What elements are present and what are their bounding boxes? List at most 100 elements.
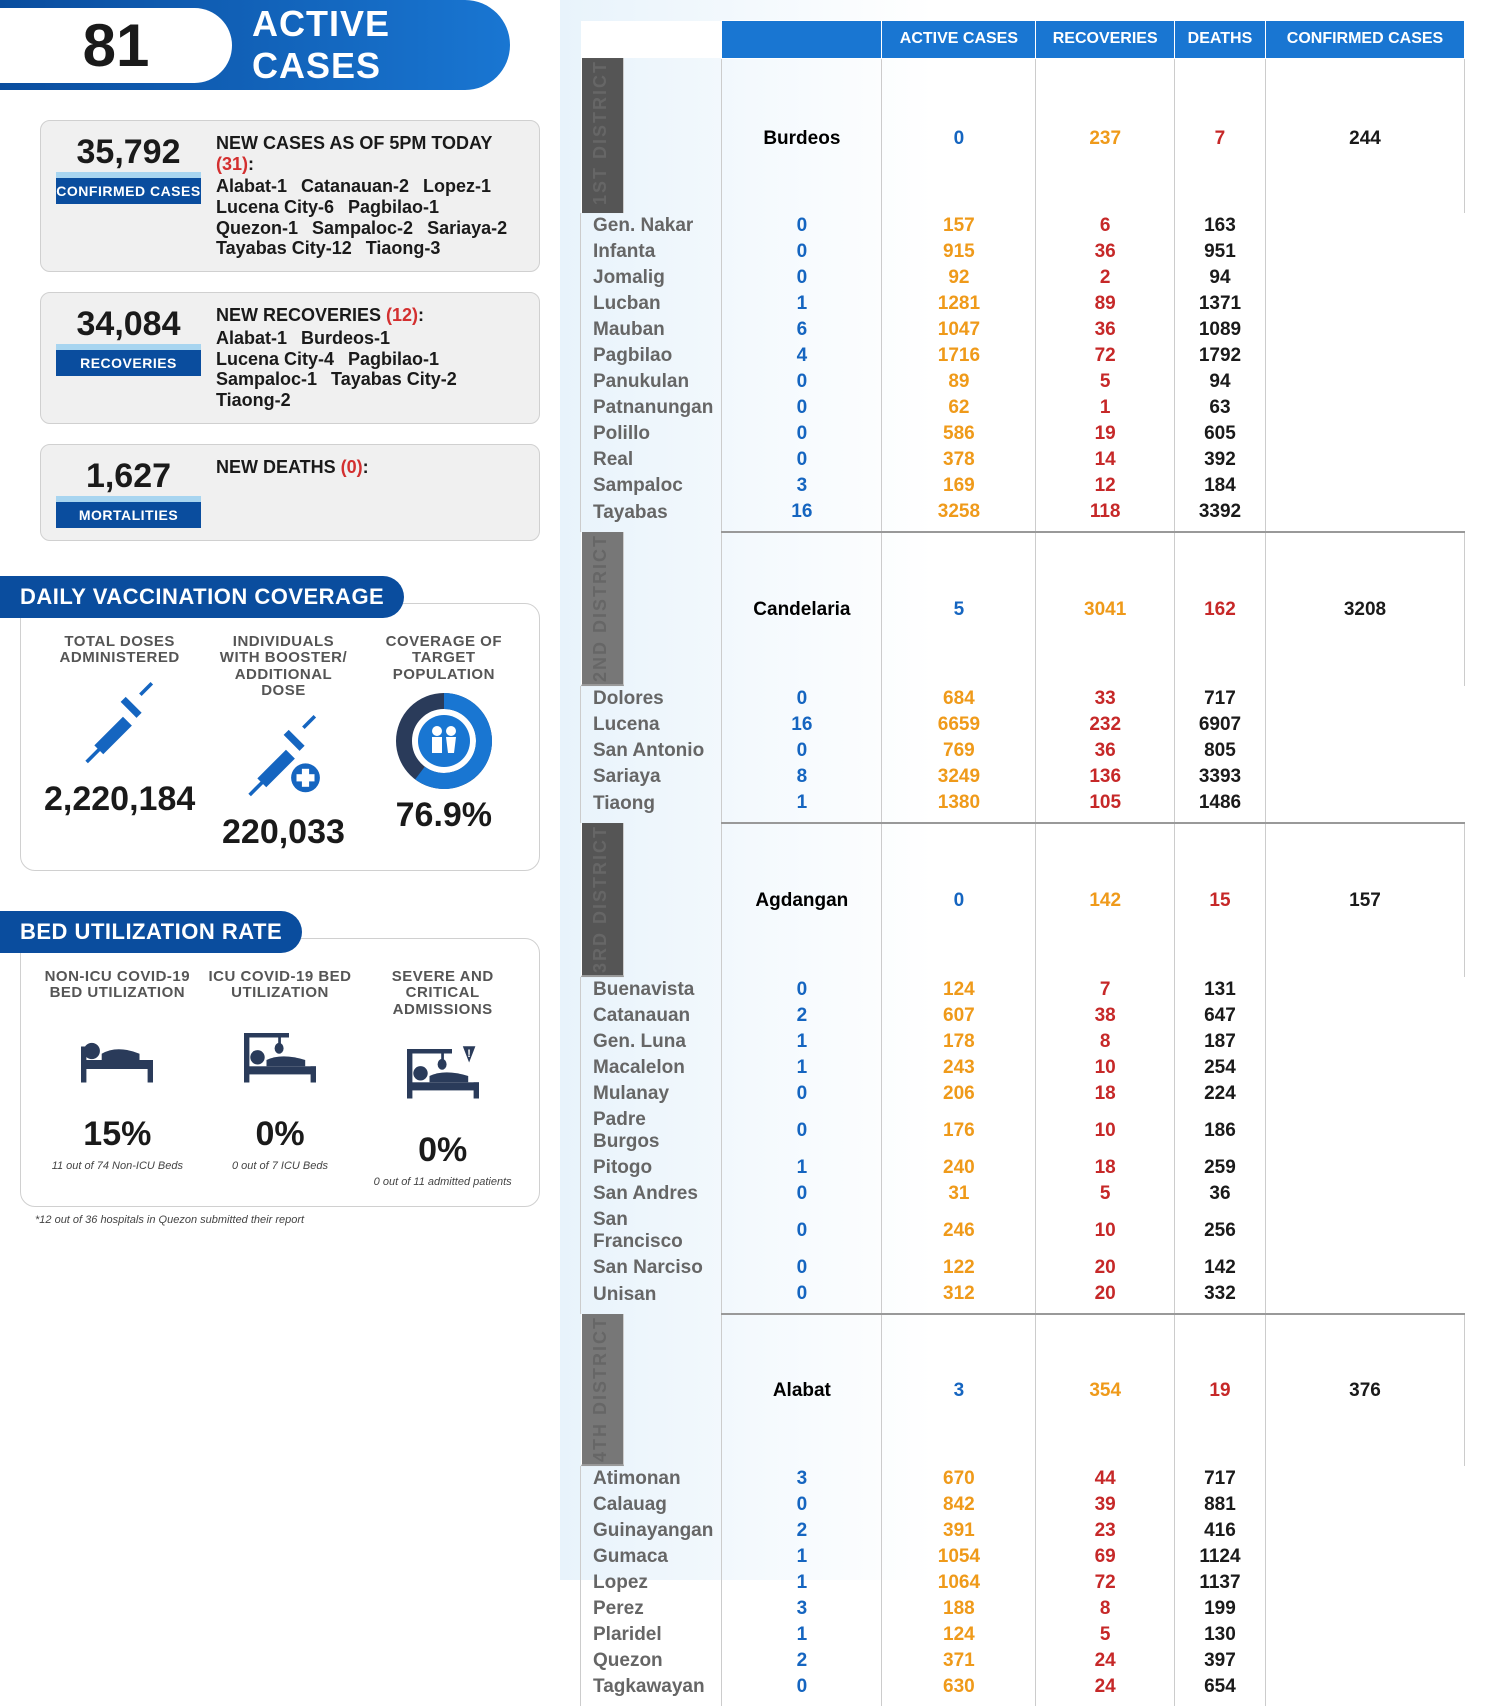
cell-active: 3 xyxy=(722,1466,882,1492)
stat-item: Alabat-1 xyxy=(216,176,287,197)
table-row: Jomalig092294 xyxy=(581,265,1465,291)
cell-recoveries: 89 xyxy=(882,369,1036,395)
cell-recoveries: 630 xyxy=(882,1674,1036,1706)
cell-deaths: 2 xyxy=(1036,265,1174,291)
icu-title: ICU COVID-19 BED UTILIZATION xyxy=(207,969,354,1002)
cell-active: 0 xyxy=(722,265,882,291)
cell-confirmed: 142 xyxy=(1174,1255,1265,1281)
table-row: San Antonio076936805 xyxy=(581,738,1465,764)
municipality: San Narciso xyxy=(581,1255,722,1281)
coverage-value: 76.9% xyxy=(372,796,516,835)
municipality: Tagkawayan xyxy=(581,1674,722,1706)
district-label: 3RD DISTRICT xyxy=(581,823,624,977)
table-row: Lucena1666592326907 xyxy=(581,712,1465,738)
municipality: Pitogo xyxy=(581,1155,722,1181)
municipality: San Andres xyxy=(581,1181,722,1207)
municipality: Real xyxy=(581,447,722,473)
table-row: Perez31888199 xyxy=(581,1596,1465,1622)
cell-recoveries: 31 xyxy=(882,1181,1036,1207)
cell-deaths: 10 xyxy=(1036,1107,1174,1155)
cell-deaths: 20 xyxy=(1036,1281,1174,1314)
stat-item: Tiaong-3 xyxy=(366,238,441,259)
cell-confirmed: 881 xyxy=(1174,1492,1265,1518)
district-label: 4TH DISTRICT xyxy=(581,1314,624,1466)
cell-recoveries: 246 xyxy=(882,1207,1036,1255)
syringe-plus-icon xyxy=(211,708,355,808)
cell-confirmed: 717 xyxy=(1174,686,1265,712)
cell-deaths: 10 xyxy=(1036,1207,1174,1255)
cell-confirmed: 187 xyxy=(1174,1029,1265,1055)
confirmed-cases-box: 35,792 CONFIRMED CASES NEW CASES AS OF 5… xyxy=(40,120,540,272)
cell-confirmed: 94 xyxy=(1174,369,1265,395)
cell-deaths: 36 xyxy=(1036,317,1174,343)
table-row: Panukulan089594 xyxy=(581,369,1465,395)
cell-confirmed: 951 xyxy=(1174,239,1265,265)
cell-deaths: 19 xyxy=(1036,421,1174,447)
recoveries-box: 34,084 RECOVERIES NEW RECOVERIES (12): A… xyxy=(40,292,540,423)
nonicu-value: 15% xyxy=(44,1115,191,1154)
cell-active: 3 xyxy=(722,473,882,499)
cell-deaths: 12 xyxy=(1036,473,1174,499)
cell-deaths: 5 xyxy=(1036,1181,1174,1207)
stat-item: Tayabas City-2 xyxy=(331,369,457,390)
cell-active: 0 xyxy=(722,447,882,473)
district-table: ACTIVE CASES RECOVERIES DEATHS CONFIRMED… xyxy=(580,20,1465,1706)
cell-recoveries: 6659 xyxy=(882,712,1036,738)
table-row: Polillo058619605 xyxy=(581,421,1465,447)
cell-confirmed: 1137 xyxy=(1174,1570,1265,1596)
cell-active: 0 xyxy=(722,686,882,712)
cell-confirmed: 392 xyxy=(1174,447,1265,473)
icu-note: 0 out of 7 ICU Beds xyxy=(207,1160,354,1172)
active-cases-label: ACTIVE CASES xyxy=(252,3,510,87)
table-row: 4TH DISTRICTAlabat335419376 xyxy=(581,1314,1465,1466)
cell-recoveries: 206 xyxy=(882,1081,1036,1107)
cell-active: 0 xyxy=(722,395,882,421)
cell-recoveries: 237 xyxy=(1036,58,1174,213)
stat-item: Alabat-1 xyxy=(216,328,287,349)
stat-title: NEW CASES AS OF 5PM TODAY (31): xyxy=(216,133,524,174)
cell-active: 0 xyxy=(722,213,882,239)
cell-active: 1 xyxy=(722,1029,882,1055)
cell-recoveries: 142 xyxy=(1036,823,1174,977)
cell-confirmed: 1089 xyxy=(1174,317,1265,343)
cell-confirmed: 94 xyxy=(1174,265,1265,291)
cell-confirmed: 397 xyxy=(1174,1648,1265,1674)
cell-recoveries: 3041 xyxy=(1036,532,1174,686)
th-active: ACTIVE CASES xyxy=(882,21,1036,59)
doses-value: 2,220,184 xyxy=(44,780,195,819)
table-row: Calauag084239881 xyxy=(581,1492,1465,1518)
cell-active: 0 xyxy=(722,1107,882,1155)
cell-recoveries: 354 xyxy=(1036,1314,1174,1466)
district-label: 2ND DISTRICT xyxy=(581,532,624,686)
table-row: Macalelon124310254 xyxy=(581,1055,1465,1081)
table-row: Pitogo124018259 xyxy=(581,1155,1465,1181)
municipality: Infanta xyxy=(581,239,722,265)
municipality: Gen. Luna xyxy=(581,1029,722,1055)
table-row: 1ST DISTRICTBurdeos02377244 xyxy=(581,58,1465,213)
cell-confirmed: 6907 xyxy=(1174,712,1265,738)
icu-bed-icon xyxy=(207,1010,354,1110)
cell-deaths: 19 xyxy=(1174,1314,1265,1466)
cell-deaths: 232 xyxy=(1036,712,1174,738)
cell-deaths: 69 xyxy=(1036,1544,1174,1570)
cell-confirmed: 332 xyxy=(1174,1281,1265,1314)
municipality: Quezon xyxy=(581,1648,722,1674)
cell-confirmed: 376 xyxy=(1266,1314,1465,1466)
cell-deaths: 10 xyxy=(1036,1055,1174,1081)
stat-title: NEW DEATHS (0): xyxy=(216,457,524,478)
syringe-icon xyxy=(44,675,195,775)
cell-active: 1 xyxy=(722,291,882,317)
municipality: Polillo xyxy=(581,421,722,447)
municipality: Perez xyxy=(581,1596,722,1622)
table-row: 3RD DISTRICTAgdangan014215157 xyxy=(581,823,1465,977)
table-row: Catanauan260738647 xyxy=(581,1003,1465,1029)
cell-confirmed: 63 xyxy=(1174,395,1265,421)
table-row: Gen. Luna11788187 xyxy=(581,1029,1465,1055)
cell-recoveries: 1281 xyxy=(882,291,1036,317)
cell-active: 0 xyxy=(722,1281,882,1314)
table-row: Buenavista01247131 xyxy=(581,977,1465,1003)
table-row: Gen. Nakar01576163 xyxy=(581,213,1465,239)
left-panel: 81 ACTIVE CASES 35,792 CONFIRMED CASES N… xyxy=(0,0,560,1580)
table-row: Sampaloc316912184 xyxy=(581,473,1465,499)
active-cases-number: 81 xyxy=(0,8,232,83)
